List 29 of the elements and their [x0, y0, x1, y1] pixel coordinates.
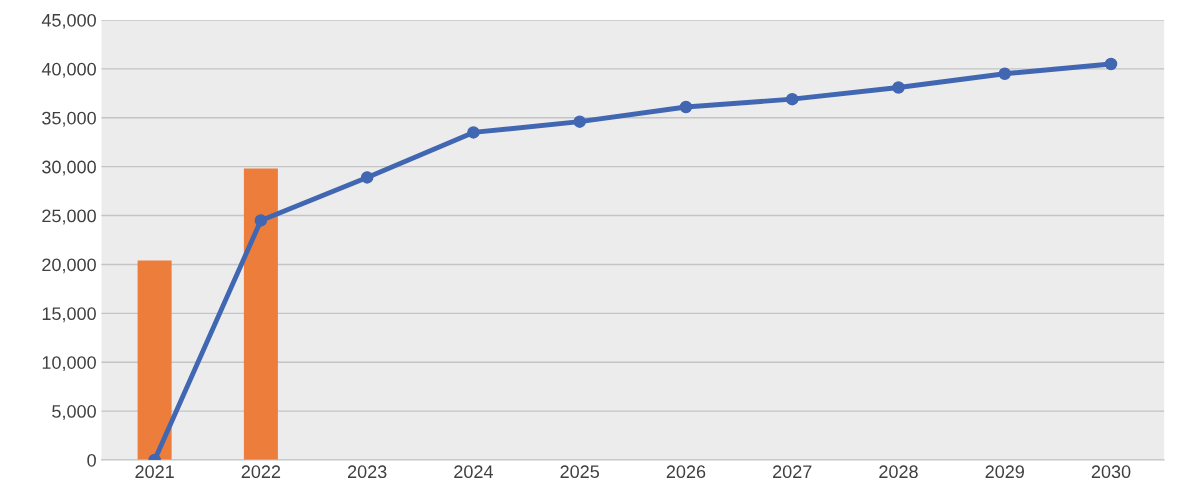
point: [679, 100, 693, 114]
y-tick-label: 0: [87, 453, 96, 467]
x-tick-label: 2025: [560, 465, 600, 479]
point: [360, 171, 374, 184]
y-tick-label: 20,000: [42, 258, 96, 274]
point: [573, 115, 586, 128]
x-tick-label: 2030: [1091, 465, 1131, 479]
y-tick-label: 5,000: [52, 405, 96, 420]
y-tick-label: 25,000: [42, 209, 96, 225]
point: [998, 67, 1012, 81]
x-tick-label: 2024: [454, 465, 493, 479]
point: [467, 126, 480, 139]
y-tick-label: 15,000: [42, 307, 96, 323]
y-tick-label: 10,000: [42, 356, 96, 372]
point: [254, 214, 268, 227]
x-tick-label: 2028: [879, 465, 918, 479]
x-tick-label: 2029: [985, 465, 1024, 479]
point: [892, 81, 905, 94]
point: [785, 92, 799, 106]
x-tick-label: 2023: [347, 465, 387, 479]
x-tick-label: 2026: [666, 465, 706, 479]
y-tick-label: 45,000: [41, 13, 96, 29]
x-tick-label: 2021: [135, 465, 174, 479]
point: [1104, 57, 1118, 71]
y-tick-label: 30,000: [42, 160, 96, 176]
x-tick-label: 2022: [241, 465, 281, 479]
x-tick-label: 2027: [773, 465, 812, 479]
y-tick-label: 35,000: [42, 111, 96, 127]
y-tick-label: 40,000: [41, 62, 96, 78]
